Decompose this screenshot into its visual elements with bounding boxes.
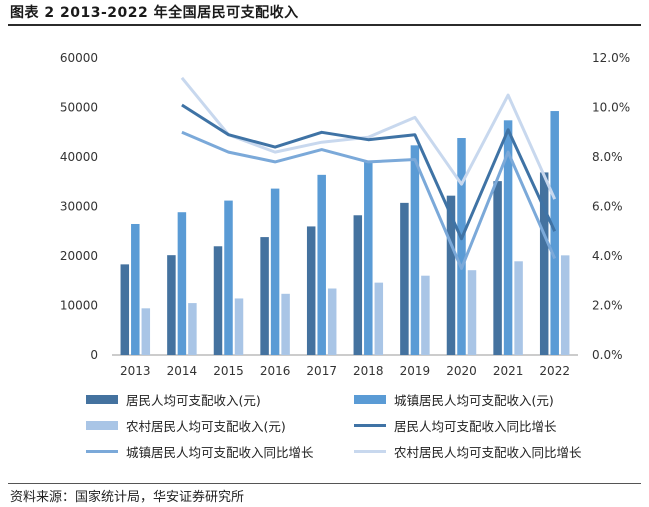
bar-resident-income	[306, 226, 316, 355]
x-tick-label: 2021	[493, 364, 524, 378]
legend-item: 居民人均可支配收入同比增长	[354, 416, 557, 435]
legend-swatch	[86, 421, 118, 430]
legend-label: 农村居民人均可支配收入同比增长	[394, 445, 582, 460]
bar-rural-income	[421, 275, 430, 355]
line-rural-growth	[180, 76, 557, 200]
income-chart: 0 10000 20000 30000 40000 50000 60000 0.0% 2.0% 4…	[60, 51, 630, 378]
legend-label: 农村居民人均可支配收入(元)	[126, 419, 286, 434]
bar-resident-income	[260, 237, 269, 355]
source-divider	[8, 483, 641, 484]
source-note: 资料来源：国家统计局，华安证券研究所	[10, 490, 245, 505]
y-left-tick-label: 40000	[60, 150, 98, 164]
bar-rural-income	[141, 308, 151, 355]
bar-rural-income	[374, 282, 384, 355]
bar-rural-income	[467, 270, 477, 355]
bar-resident-income	[400, 202, 409, 355]
legend-item: 农村居民人均可支配收入(元)	[86, 416, 286, 435]
x-tick-label: 2022	[539, 364, 570, 378]
legend-item: 城镇居民人均可支配收入同比增长	[86, 442, 314, 461]
y-left-tick-label: 10000	[60, 299, 98, 313]
y-right-tick-label: 12.0%	[592, 51, 630, 65]
bar-urban-income	[457, 138, 466, 355]
legend-item: 居民人均可支配收入(元)	[86, 390, 261, 409]
bar-rural-income	[234, 298, 244, 355]
legend-swatch	[86, 395, 118, 404]
legend-item: 农村居民人均可支配收入同比增长	[354, 442, 582, 461]
y-right-tick-label: 4.0%	[592, 249, 623, 263]
x-tick-label: 2017	[306, 364, 337, 378]
legend-swatch	[354, 450, 386, 453]
bar-urban-income	[224, 200, 233, 355]
bar-resident-income	[539, 172, 549, 355]
x-tick-label: 2015	[213, 364, 244, 378]
legend-label: 居民人均可支配收入同比增长	[394, 419, 557, 434]
bar-rural-income	[281, 293, 290, 355]
bar-urban-income	[410, 145, 420, 355]
y-right-tick-label: 2.0%	[592, 299, 623, 313]
bar-urban-income	[550, 111, 559, 355]
x-tick-label: 2014	[167, 364, 198, 378]
y-left-tick-label: 50000	[60, 101, 98, 115]
x-tick-label: 2016	[260, 364, 291, 378]
bar-rural-income	[327, 288, 337, 355]
bar-resident-income	[167, 255, 176, 355]
figure-title: 图表 2 2013-2022 年全国居民可支配收入	[10, 5, 299, 21]
x-tick-label: 2018	[353, 364, 384, 378]
y-left-tick-label: 0	[90, 348, 98, 362]
bar-resident-income	[213, 246, 223, 355]
bar-urban-income	[131, 223, 140, 355]
line-urban-growth	[181, 130, 557, 270]
y-right-tick-label: 0.0%	[592, 348, 623, 362]
y-right-tick-label: 6.0%	[592, 200, 623, 214]
bar-resident-income	[120, 264, 130, 355]
bar-resident-income	[353, 215, 363, 355]
y-left-tick-label: 60000	[60, 51, 98, 65]
x-tick-label: 2020	[446, 364, 477, 378]
bar-urban-income	[364, 160, 373, 355]
title-divider	[8, 24, 641, 26]
bar-resident-income	[493, 181, 502, 355]
legend-swatch	[354, 395, 386, 404]
bar-urban-income	[503, 120, 513, 355]
y-left-tick-label: 20000	[60, 249, 98, 263]
x-tick-label: 2019	[400, 364, 431, 378]
legend-item: 城镇居民人均可支配收入(元)	[354, 390, 554, 409]
x-tick-label: 2013	[120, 364, 151, 378]
bar-urban-income	[177, 212, 187, 355]
bar-resident-income	[446, 195, 456, 355]
bar-urban-income	[270, 188, 280, 355]
bar-rural-income	[188, 303, 197, 355]
legend-swatch	[86, 450, 118, 453]
y-right-tick-label: 8.0%	[592, 150, 623, 164]
y-right-tick-label: 10.0%	[592, 101, 630, 115]
legend-swatch	[354, 424, 386, 427]
bar-urban-income	[317, 174, 326, 355]
legend-label: 城镇居民人均可支配收入同比增长	[126, 445, 314, 460]
bar-rural-income	[514, 261, 523, 355]
legend-label: 居民人均可支配收入(元)	[126, 393, 261, 408]
bar-rural-income	[560, 255, 570, 355]
line-resident-growth	[181, 103, 557, 241]
legend-label: 城镇居民人均可支配收入(元)	[394, 393, 554, 408]
y-left-tick-label: 30000	[60, 200, 98, 214]
